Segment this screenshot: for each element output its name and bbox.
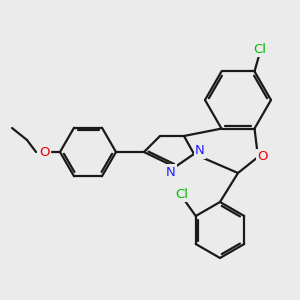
Text: Cl: Cl: [175, 188, 188, 200]
Text: N: N: [166, 166, 176, 178]
Text: O: O: [258, 151, 268, 164]
Text: Cl: Cl: [253, 43, 266, 56]
Text: O: O: [39, 146, 49, 158]
Text: N: N: [195, 145, 205, 158]
